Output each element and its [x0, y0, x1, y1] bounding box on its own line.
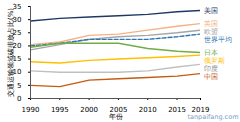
- svg-text:25: 25: [12, 29, 22, 37]
- svg-text:15: 15: [12, 55, 22, 64]
- svg-text:俄罗斯: 俄罗斯: [204, 57, 225, 65]
- svg-text:交通运输领域碳排放占比(%): 交通运输领域碳排放占比(%): [7, 8, 15, 97]
- svg-text:中国: 中国: [204, 73, 218, 81]
- svg-text:1990: 1990: [22, 106, 40, 114]
- svg-text:世界平均: 世界平均: [204, 36, 232, 44]
- svg-text:2000: 2000: [80, 106, 98, 114]
- svg-text:tanpaifang.com: tanpaifang.com: [187, 113, 238, 121]
- svg-text:0: 0: [17, 95, 21, 103]
- svg-text:20: 20: [12, 42, 22, 51]
- svg-text:2015: 2015: [168, 106, 186, 114]
- svg-text:年份: 年份: [109, 113, 123, 121]
- svg-text:1995: 1995: [51, 106, 69, 114]
- svg-text:2010: 2010: [139, 106, 157, 114]
- svg-text:英国: 英国: [204, 20, 218, 28]
- svg-text:10: 10: [12, 68, 22, 77]
- svg-text:35: 35: [12, 2, 22, 11]
- svg-text:30: 30: [12, 15, 22, 24]
- svg-text:欧盟: 欧盟: [204, 28, 218, 36]
- svg-text:印度: 印度: [204, 65, 218, 73]
- svg-text:5: 5: [17, 82, 21, 90]
- svg-text:美国: 美国: [204, 7, 218, 15]
- svg-text:2019: 2019: [191, 106, 210, 115]
- svg-text:2005: 2005: [109, 106, 128, 115]
- svg-text:日本: 日本: [204, 49, 218, 57]
